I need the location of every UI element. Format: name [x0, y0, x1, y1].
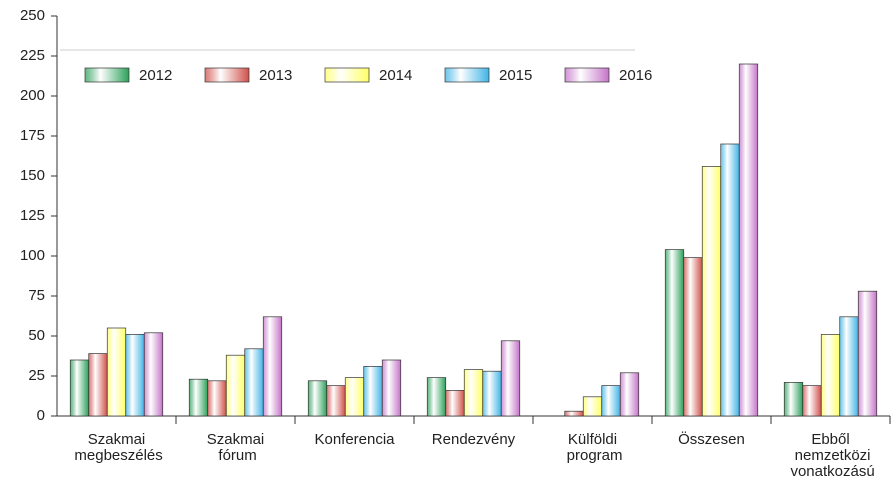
legend-swatch [204, 67, 250, 83]
bar [500, 340, 521, 417]
bar [143, 332, 164, 417]
bar [344, 377, 365, 417]
bar [619, 372, 640, 417]
bar [783, 382, 804, 417]
legend-label: 2014 [379, 67, 412, 84]
x-tick-label: Szakmai fórum [207, 431, 265, 464]
bar [88, 353, 108, 417]
bar [601, 385, 621, 417]
bar [683, 257, 703, 417]
bar [188, 378, 209, 417]
y-tick-label: 100 [20, 247, 45, 264]
bar [664, 249, 685, 417]
y-tick-label: 150 [20, 167, 45, 184]
legend-swatch [444, 67, 490, 83]
bar [820, 334, 841, 417]
legend-swatch [564, 67, 610, 83]
y-tick-label: 250 [20, 7, 45, 24]
bar [701, 166, 722, 417]
y-tick-label: 175 [20, 127, 45, 144]
bar [738, 63, 759, 417]
bar [857, 290, 878, 417]
bar [381, 359, 402, 417]
y-tick-label: 75 [28, 287, 45, 304]
y-tick-label: 125 [20, 207, 45, 224]
x-tick-label: Külföldi program [562, 431, 622, 464]
bar [564, 410, 584, 417]
y-tick-label: 225 [20, 47, 45, 64]
bar [720, 143, 740, 417]
legend-swatch [84, 67, 130, 83]
bar [802, 385, 822, 417]
y-tick-label: 0 [37, 407, 45, 424]
y-tick-label: 25 [28, 367, 45, 384]
bar [482, 370, 502, 417]
y-tick-label: 200 [20, 87, 45, 104]
legend-label: 2013 [259, 67, 292, 84]
bar [207, 380, 227, 417]
x-tick-label: Összesen [678, 430, 745, 448]
bar [363, 366, 383, 417]
x-tick-label: Ebből nemzetközi vonatkozású [786, 431, 874, 480]
bar [307, 380, 328, 417]
x-tick-label: Rendezvény [432, 431, 516, 448]
x-tick-label: Konferencia [314, 431, 395, 448]
bar [69, 359, 90, 417]
y-tick-label: 50 [28, 327, 45, 344]
legend-label: 2015 [499, 67, 532, 84]
bar [463, 369, 484, 417]
bar [839, 316, 859, 417]
legend-label: 2012 [139, 67, 172, 84]
bar [225, 354, 246, 417]
legend-swatch [324, 67, 370, 83]
bar [445, 390, 465, 417]
bar [426, 377, 447, 417]
bar [244, 348, 264, 417]
x-tick-label: Szakmai megbeszélés [70, 431, 163, 464]
legend-label: 2016 [619, 67, 652, 84]
bar [582, 396, 603, 417]
bar [326, 385, 346, 417]
bar [125, 334, 145, 417]
bar [262, 316, 283, 417]
bar [106, 327, 127, 417]
